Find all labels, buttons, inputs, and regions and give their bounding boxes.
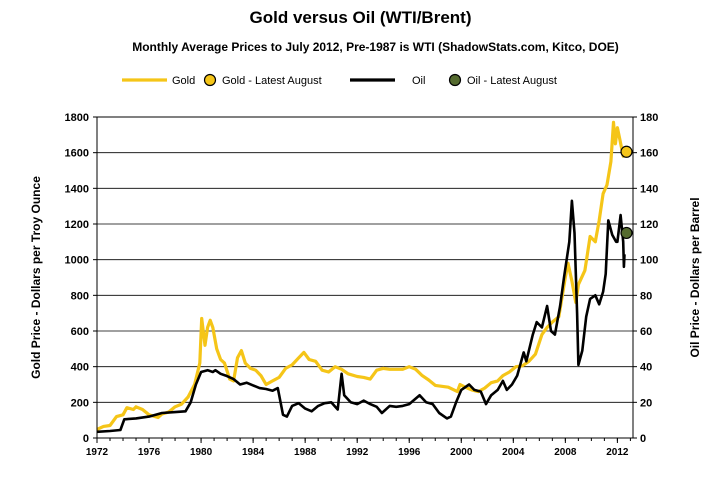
legend: Gold Gold - Latest August Oil Oil - Latest … (122, 73, 557, 87)
legend-swatch (203, 73, 217, 87)
y-tick-label-left: 1000 (65, 255, 89, 267)
gold-latest-august-marker (620, 145, 633, 158)
y-tick-label-left: 800 (71, 290, 89, 302)
y-tick-label-left: 1200 (65, 219, 89, 231)
x-tick-label: 1980 (190, 447, 213, 458)
legend-label: Gold - Latest August (222, 75, 322, 87)
y-tick-label-right: 60 (640, 326, 652, 338)
x-tick-label: 1984 (242, 447, 265, 458)
y-tick-label-right: 180 (640, 112, 658, 124)
x-tick-label: 2012 (606, 447, 629, 458)
legend-label: Oil - Latest August (467, 75, 557, 87)
y-tick-label-right: 0 (640, 433, 646, 445)
oil-latest-august-marker (620, 226, 633, 240)
gridlines (97, 152, 633, 403)
legend-label: Gold (172, 75, 195, 87)
x-tick-label: 2008 (554, 447, 577, 458)
legend-label: Oil (412, 75, 425, 87)
legend-swatch (448, 73, 462, 87)
plot-frame (96, 116, 634, 439)
y-tick-label-right: 40 (640, 362, 652, 374)
y-tick-label-right: 80 (640, 290, 652, 302)
y-tick-label-right: 100 (640, 255, 658, 267)
y-tick-label-right: 160 (640, 148, 658, 160)
y-tick-label-left: 400 (71, 362, 89, 374)
y-tick-label-right: 120 (640, 219, 658, 231)
x-tick-label: 2004 (502, 447, 525, 458)
gold-line (96, 120, 627, 431)
chart-title: Gold versus Oil (WTI/Brent) (249, 8, 472, 27)
x-tick-label: 1972 (86, 447, 109, 458)
y-tick-label-left: 1400 (65, 183, 89, 195)
x-tick-label: 1996 (398, 447, 421, 458)
x-tick-label: 1976 (138, 447, 161, 458)
x-tick-label: 1988 (294, 447, 317, 458)
y-axis-label-right: Oil Price - Dollars per Barrel (688, 197, 702, 357)
series-layer (96, 120, 633, 434)
y-axis-label-left: Gold Price - Dollars per Troy Ounce (29, 176, 43, 379)
x-tick-label: 1992 (346, 447, 369, 458)
y-tick-label-right: 140 (640, 183, 658, 195)
axes: 0 200 400 600 800 1000 1200 1400 1600 1800 0 20 40 60… (65, 112, 659, 458)
oil-line (96, 199, 626, 434)
y-tick-label-left: 1800 (65, 112, 89, 124)
y-tick-label-left: 1600 (65, 148, 89, 160)
y-tick-label-left: 200 (71, 397, 89, 409)
chart-subtitle: Monthly Average Prices to July 2012, Pre… (132, 40, 619, 54)
y-tick-label-right: 20 (640, 397, 652, 409)
x-tick-label: 2000 (450, 447, 473, 458)
y-tick-label-left: 600 (71, 326, 89, 338)
y-tick-label-left: 0 (83, 433, 89, 445)
